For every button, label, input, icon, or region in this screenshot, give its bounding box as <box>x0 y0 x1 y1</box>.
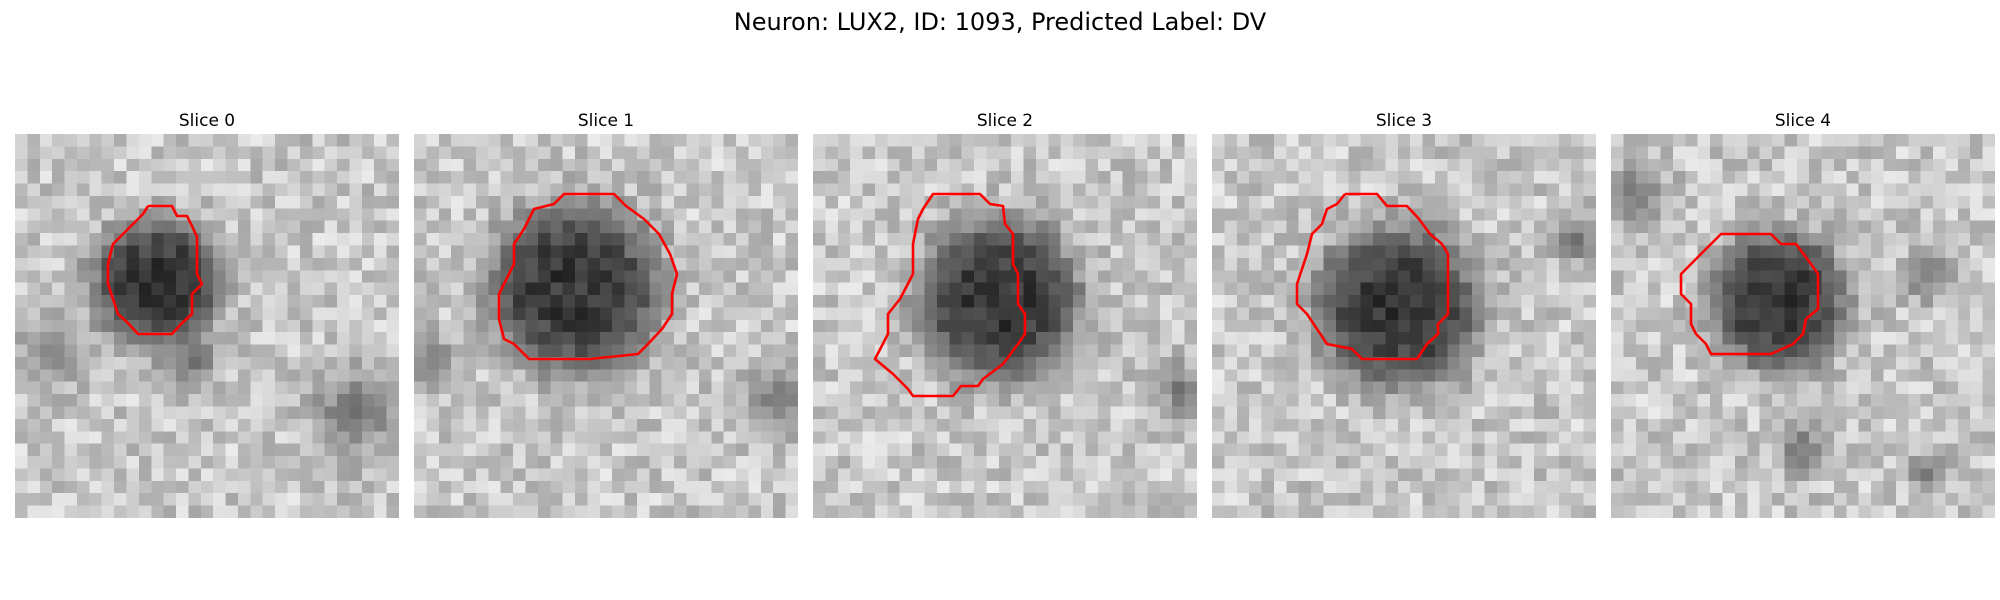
slice-panel-2: Slice 2 <box>813 108 1197 518</box>
slice-image-0 <box>15 134 399 518</box>
slice-panel-0: Slice 0 <box>15 108 399 518</box>
slice-title-3: Slice 3 <box>1375 111 1433 131</box>
slice-title-2: Slice 2 <box>976 111 1034 131</box>
grayscale-texture-1 <box>414 134 798 518</box>
slice-image-1 <box>414 134 798 518</box>
figure-title: Neuron: LUX2, ID: 1093, Predicted Label:… <box>733 8 1267 36</box>
slice-panel-4: Slice 4 <box>1611 108 1995 518</box>
slice-image-2 <box>813 134 1197 518</box>
slice-panel-3: Slice 3 <box>1212 108 1596 518</box>
grayscale-texture-2 <box>813 134 1197 518</box>
roi-contour-0 <box>106 204 204 336</box>
grayscale-texture-3 <box>1212 134 1596 518</box>
slice-title-1: Slice 1 <box>577 111 635 131</box>
slice-panel-1: Slice 1 <box>414 108 798 518</box>
roi-contour-2 <box>873 192 1027 398</box>
slice-image-4 <box>1611 134 1995 518</box>
slice-image-3 <box>1212 134 1596 518</box>
slice-title-4: Slice 4 <box>1774 111 1832 131</box>
roi-contour-1 <box>497 192 679 361</box>
roi-contour-4 <box>1679 232 1820 356</box>
grayscale-texture-0 <box>15 134 399 518</box>
slice-title-0: Slice 0 <box>178 111 236 131</box>
grayscale-texture-4 <box>1611 134 1995 518</box>
roi-contour-3 <box>1295 192 1450 361</box>
